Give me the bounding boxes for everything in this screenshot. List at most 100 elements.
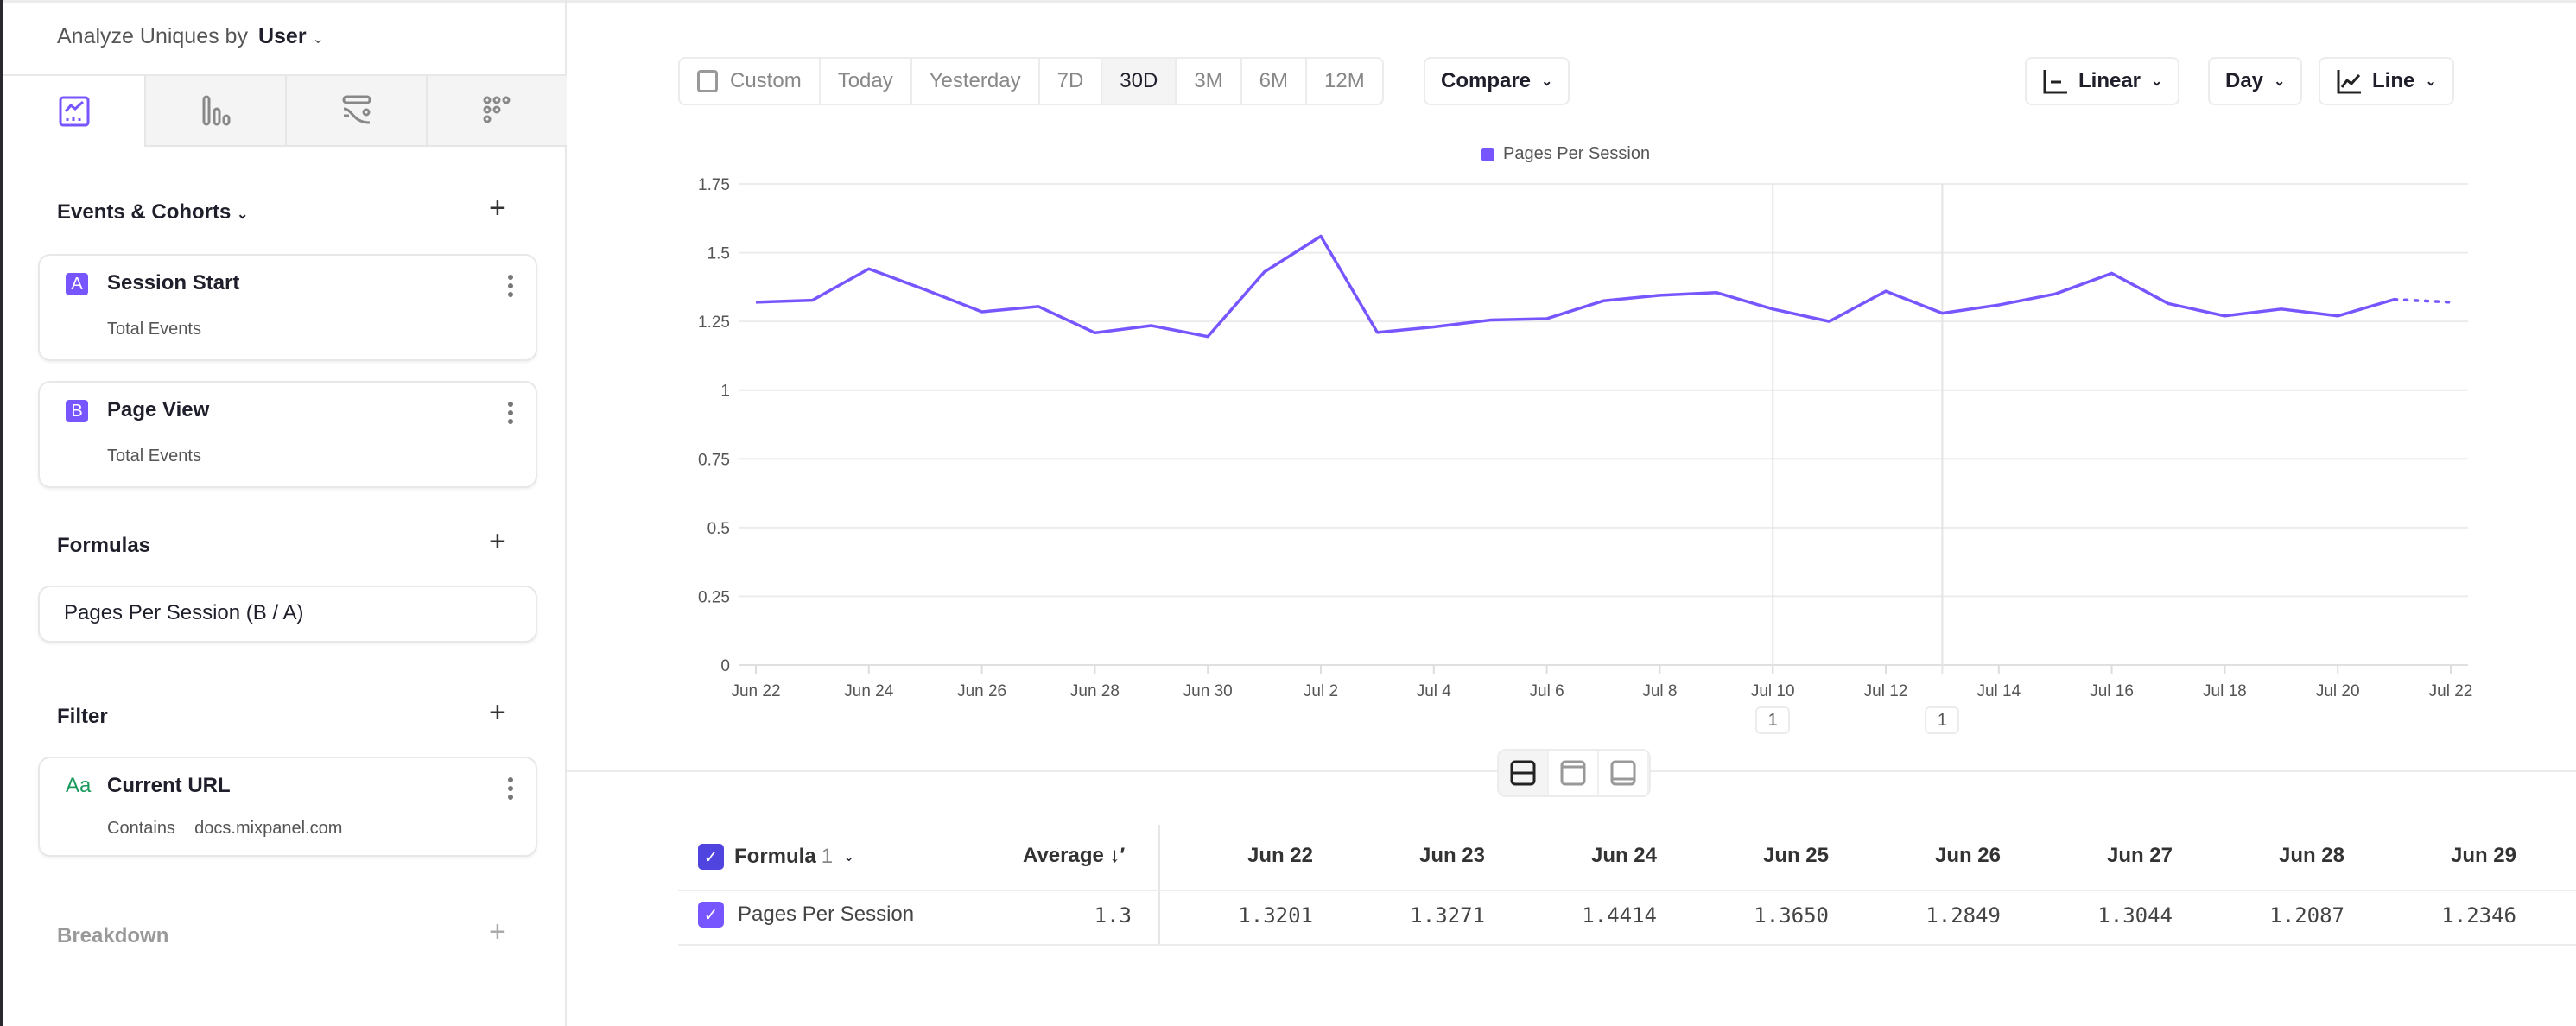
more-options-icon[interactable] xyxy=(508,777,513,803)
date-column-header[interactable]: Jun 29 xyxy=(2450,844,2516,867)
chevron-down-icon: ⌄ xyxy=(312,32,324,47)
label: Custom xyxy=(730,69,802,92)
date-column-header[interactable]: Jun 27 xyxy=(2106,844,2173,867)
tab-flows[interactable] xyxy=(285,76,426,147)
tab-retention[interactable] xyxy=(426,76,567,147)
y-tick-label: 0.75 xyxy=(698,451,730,469)
label: Compare xyxy=(1441,69,1532,92)
filter-value[interactable]: docs.mixpanel.com xyxy=(194,819,343,838)
scale-dropdown[interactable]: Linear ⌄ xyxy=(2025,57,2180,105)
table-cell: 1.2346 xyxy=(2441,903,2516,928)
date-6m-button[interactable]: 6M xyxy=(1242,59,1307,104)
date-column-header[interactable]: Jun 26 xyxy=(1934,844,2001,867)
event-card-a[interactable]: A Session Start Total Events xyxy=(38,254,537,361)
filter-card[interactable]: Aa Current URL Contains docs.mixpanel.co… xyxy=(38,757,537,857)
formula-card[interactable]: Pages Per Session (B / A) xyxy=(38,586,537,643)
y-tick-label: 1.25 xyxy=(698,314,730,332)
y-tick-label: 0.5 xyxy=(707,520,730,538)
add-filter-button[interactable]: + xyxy=(489,696,506,729)
split-view-button[interactable] xyxy=(1499,750,1549,795)
table-cell: 1.4414 xyxy=(1582,903,1657,928)
date-30d-button[interactable]: 30D xyxy=(1102,59,1177,104)
row-average: 1.3 xyxy=(1094,903,1132,928)
event-name[interactable]: Page View xyxy=(107,398,210,421)
average-column-header[interactable]: Average ↓′ xyxy=(1023,844,1125,868)
string-type-icon: Aa xyxy=(66,774,92,797)
date-column-header[interactable]: Jun 24 xyxy=(1590,844,1657,867)
date-column-header[interactable]: Jun 28 xyxy=(2278,844,2344,867)
tab-funnels[interactable] xyxy=(144,76,285,147)
annotation-marker[interactable]: 1 xyxy=(1755,706,1791,734)
formulas-title: Formulas xyxy=(57,534,151,557)
table-cell: 1.3271 xyxy=(1410,903,1485,928)
interval-dropdown[interactable]: Day ⌄ xyxy=(2208,57,2303,105)
add-event-button[interactable]: + xyxy=(489,192,506,225)
events-cohorts-header[interactable]: Events & Cohorts ⌄ xyxy=(57,200,248,225)
chart-view-icon xyxy=(1560,760,1586,786)
select-all-checkbox[interactable]: ✓ xyxy=(698,844,724,870)
tab-insights[interactable] xyxy=(3,76,144,147)
chart-legend[interactable]: Pages Per Session xyxy=(1481,144,1650,164)
table-row[interactable]: ✓ Pages Per Session xyxy=(698,902,914,928)
date-7d-button[interactable]: 7D xyxy=(1040,59,1103,104)
add-breakdown-button[interactable]: + xyxy=(489,915,506,948)
filter-operator[interactable]: Contains xyxy=(107,819,175,838)
more-options-icon[interactable] xyxy=(508,402,513,428)
row-checkbox[interactable]: ✓ xyxy=(698,902,724,928)
chevron-down-icon: ⌄ xyxy=(2274,74,2286,89)
table-only-button[interactable] xyxy=(1599,750,1649,795)
x-tick-label: Jul 6 xyxy=(1530,682,1564,700)
event-name[interactable]: Session Start xyxy=(107,271,240,294)
filter-condition[interactable]: Contains docs.mixpanel.com xyxy=(107,819,342,839)
date-column-header[interactable]: Jun 22 xyxy=(1247,844,1313,867)
filter-property[interactable]: Current URL xyxy=(107,774,231,797)
y-tick-label: 1 xyxy=(720,383,730,401)
retention-icon xyxy=(483,96,510,124)
analyze-uniques-selector[interactable]: Analyze Uniques by User ⌄ xyxy=(57,24,324,49)
chart-type-dropdown[interactable]: Line ⌄ xyxy=(2319,57,2454,105)
table-cell: 1.2087 xyxy=(2269,903,2344,928)
add-formula-button[interactable]: + xyxy=(489,525,506,558)
date-yesterday-button[interactable]: Yesterday xyxy=(912,59,1040,104)
chart-only-button[interactable] xyxy=(1549,750,1599,795)
date-column-header[interactable]: Jun 25 xyxy=(1762,844,1829,867)
date-column-header[interactable]: Jun 23 xyxy=(1418,844,1485,867)
linear-scale-icon xyxy=(2043,70,2067,94)
event-card-b[interactable]: B Page View Total Events xyxy=(38,381,537,488)
chevron-down-icon: ⌄ xyxy=(1541,74,1553,89)
chevron-down-icon: ⌄ xyxy=(2425,74,2437,89)
x-tick-label: Jul 8 xyxy=(1642,682,1677,700)
date-custom-button[interactable]: Custom xyxy=(680,59,821,104)
y-tick-label: 1.5 xyxy=(707,245,730,263)
sort-icon[interactable]: ↓′ xyxy=(1109,844,1126,867)
event-letter-badge: B xyxy=(66,400,88,422)
date-3m-button[interactable]: 3M xyxy=(1177,59,1242,104)
more-options-icon[interactable] xyxy=(508,275,513,301)
filter-title: Filter xyxy=(57,705,108,728)
legend-label: Pages Per Session xyxy=(1503,144,1651,163)
table-cell: 1.3201 xyxy=(1238,903,1313,928)
layout-toggle xyxy=(1497,749,1651,797)
x-tick-label: Jul 12 xyxy=(1864,682,1908,700)
date-12m-button[interactable]: 12M xyxy=(1324,69,1365,92)
event-measure[interactable]: Total Events xyxy=(107,446,201,466)
table-row-border xyxy=(678,944,2576,946)
event-measure[interactable]: Total Events xyxy=(107,320,201,339)
analyze-value[interactable]: User xyxy=(257,24,307,48)
table-cell: 1.3044 xyxy=(2097,903,2173,928)
date-today-button[interactable]: Today xyxy=(821,59,912,104)
x-tick-label: Jul 4 xyxy=(1417,682,1452,700)
formula-text[interactable]: Pages Per Session (B / A) xyxy=(64,601,304,624)
compare-button[interactable]: Compare ⌄ xyxy=(1424,57,1570,105)
split-view-icon xyxy=(1510,760,1536,786)
annotation-marker[interactable]: 1 xyxy=(1925,706,1960,734)
label: Average xyxy=(1023,844,1104,867)
formula-group-header[interactable]: ✓ Formula 1 ⌄ xyxy=(698,844,854,870)
top-border xyxy=(0,0,2576,3)
table-view-icon xyxy=(1610,760,1636,786)
date-range-selector: Custom Today Yesterday 7D 30D 3M 6M 12M xyxy=(678,57,1384,105)
y-tick-label: 1.75 xyxy=(698,176,730,194)
insights-icon xyxy=(59,96,89,127)
x-tick-label: Jul 14 xyxy=(1976,682,2021,700)
group-count: 1 xyxy=(821,845,834,868)
